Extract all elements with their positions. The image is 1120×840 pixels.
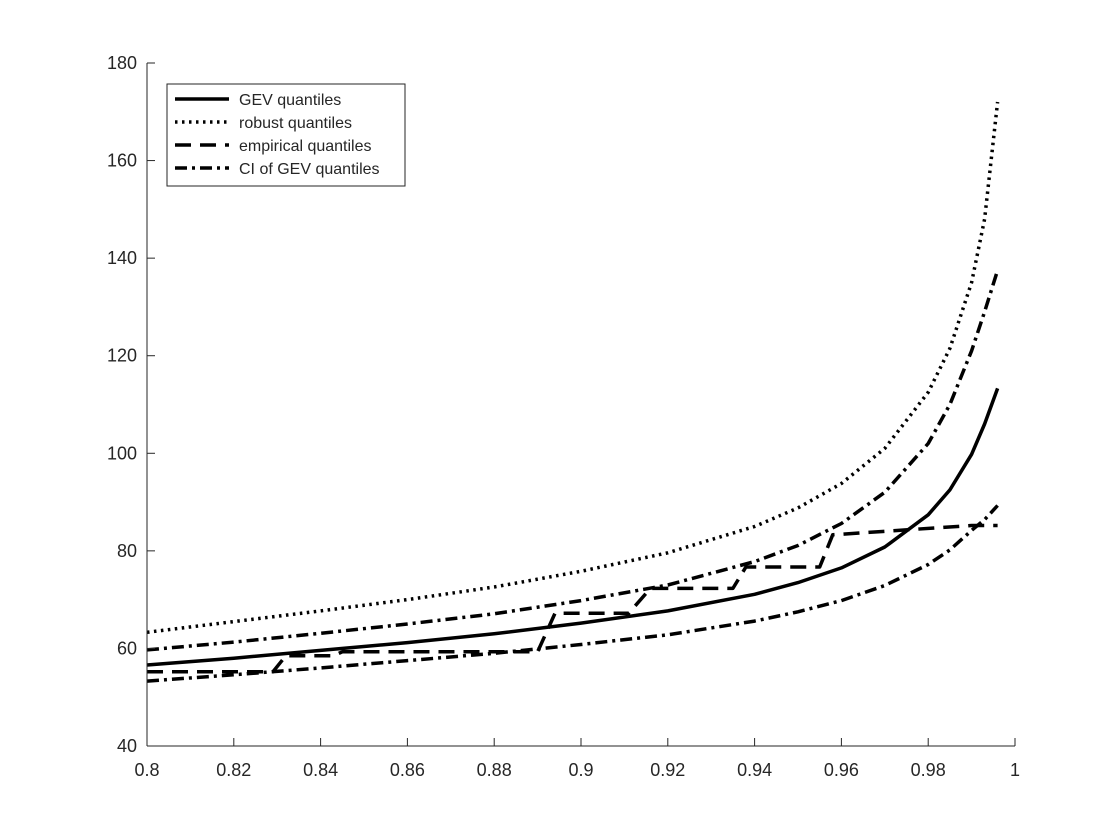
x-tick-label: 0.86: [390, 760, 425, 780]
x-tick-label: 0.94: [737, 760, 772, 780]
legend-label: CI of GEV quantiles: [239, 161, 380, 178]
y-tick-label: 40: [117, 736, 137, 756]
legend-label: GEV quantiles: [239, 92, 341, 109]
y-tick-label: 180: [107, 53, 137, 73]
x-tick-label: 0.92: [650, 760, 685, 780]
x-tick-label: 0.8: [134, 760, 159, 780]
x-tick-label: 0.96: [824, 760, 859, 780]
x-tick-label: 0.84: [303, 760, 338, 780]
x-tick-label: 1: [1010, 760, 1020, 780]
series-line-gev-quantiles: [146, 387, 1000, 667]
y-tick-label: 120: [107, 346, 137, 366]
x-tick-label: 0.9: [568, 760, 593, 780]
legend-label: empirical quantiles: [239, 138, 372, 155]
series-line-empirical-quantiles: [147, 523, 998, 674]
series-layer: [146, 101, 1000, 683]
x-tick-label: 0.98: [911, 760, 946, 780]
y-tick-label: 100: [107, 443, 137, 463]
tick-layer: 0.8 0.82 0.84 0.86 0.88 0.9 0.92 0.94 0.96 0.98 14…: [107, 53, 1020, 780]
series-line-ci-lower-bound: [146, 504, 999, 683]
y-tick-label: 160: [107, 151, 137, 171]
x-tick-label: 0.88: [477, 760, 512, 780]
legend: GEV quantiles robust quantiles empirical q…: [166, 83, 406, 187]
series-line-robust-quantiles: [146, 101, 1000, 635]
y-tick-label: 140: [107, 248, 137, 268]
legend-label: robust quantiles: [239, 115, 352, 132]
y-tick-label: 60: [117, 638, 137, 658]
y-tick-label: 80: [117, 541, 137, 561]
series-line-ci-of-gev-quantiles: [146, 269, 1000, 652]
x-tick-label: 0.82: [216, 760, 251, 780]
